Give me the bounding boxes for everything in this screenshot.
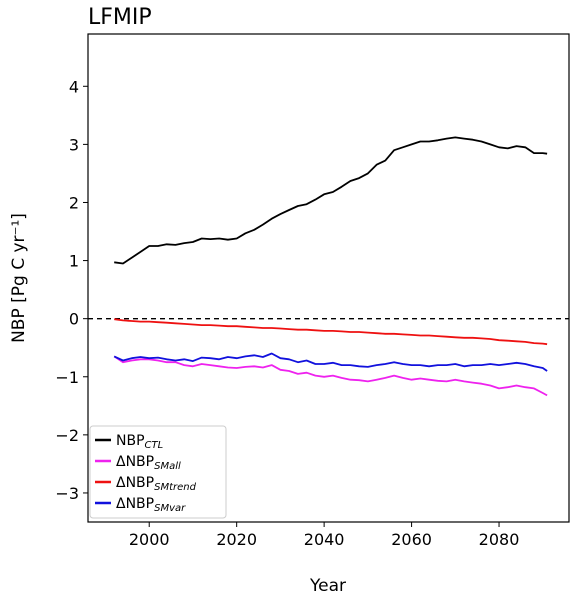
legend-entry-ctl: NBPCTL	[116, 433, 163, 451]
chart-title: LFMIP	[88, 5, 152, 30]
legend-entry-smvar: ΔNBPSMvar	[116, 496, 186, 514]
y-tick-label: 4	[69, 77, 79, 96]
y-tick-label: −1	[55, 368, 79, 387]
x-axis-label: Year	[309, 576, 346, 596]
series-line-ctl	[114, 136, 548, 265]
plot-frame	[87, 33, 570, 523]
y-tick-label: 0	[69, 310, 79, 329]
legend-box	[89, 425, 227, 519]
legend: NBPCTL ΔNBPSMall ΔNBPSMtrend ΔNBPSMvar	[89, 425, 227, 519]
series-line-smtrend	[114, 318, 548, 346]
y-tick-label: 1	[69, 252, 79, 271]
y-tick-label: −2	[55, 426, 79, 445]
legend-entry-smtrend: ΔNBPSMtrend	[116, 475, 197, 493]
x-tick-label: 2060	[391, 530, 432, 549]
x-tick-label: 2040	[304, 530, 345, 549]
x-tick-label: 2080	[479, 530, 520, 549]
y-tick-label: 3	[69, 135, 79, 154]
y-tick-label: 2	[69, 193, 79, 212]
y-tick-label: −3	[55, 484, 79, 503]
series-line-smvar	[113, 352, 548, 372]
series-line-small	[113, 355, 548, 397]
y-axis-label: NBP [Pg C yr⁻¹]	[9, 213, 29, 343]
legend-entry-small: ΔNBPSMall	[116, 454, 181, 472]
x-tick-label: 2000	[129, 530, 170, 549]
x-tick-label: 2020	[216, 530, 257, 549]
